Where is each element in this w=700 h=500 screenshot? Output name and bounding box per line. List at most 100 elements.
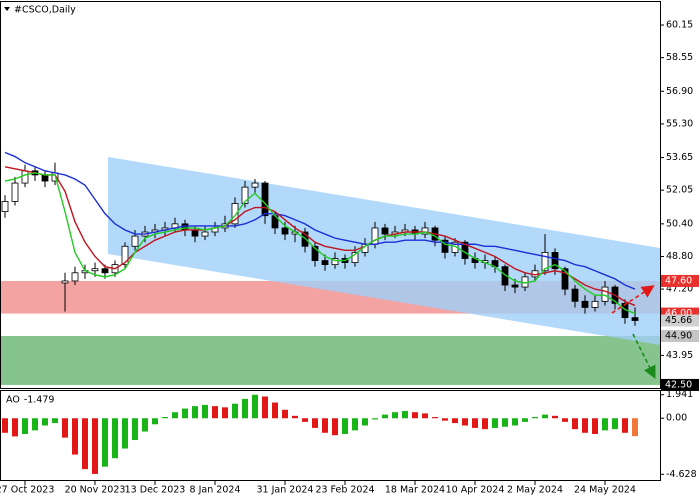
level-tag (661, 314, 699, 327)
y-tick-label: 60.15 (666, 20, 693, 31)
moving-average (4, 172, 636, 315)
ao-bar (82, 418, 88, 470)
ao-bar (482, 418, 488, 430)
x-tick-label: 2 May 2024 (507, 485, 563, 496)
ao-bar (572, 418, 578, 430)
ao-bar (342, 418, 348, 434)
y-tick-label: 43.95 (666, 350, 693, 361)
ao-bar (562, 418, 568, 422)
ao-bar (442, 418, 448, 421)
candle-body (311, 245, 319, 261)
candle-body (1, 201, 9, 213)
ao-bar (102, 418, 108, 467)
menu-triangle (4, 7, 10, 11)
x-tick-label: 18 Mar 2024 (385, 485, 445, 496)
y-tick-label: 58.55 (666, 52, 693, 63)
candle-body (201, 231, 209, 237)
ao-bar (232, 403, 238, 419)
ao-bar (322, 418, 328, 433)
ao-bar (402, 410, 408, 419)
ao-bar (512, 418, 518, 426)
candle-body (101, 268, 109, 274)
candle-body (261, 182, 269, 217)
ao-bar (532, 417, 538, 419)
ao-bar (632, 418, 638, 437)
x-tick-label: 27 Oct 2023 (0, 485, 54, 496)
ao-bar (162, 417, 168, 419)
ao-bar (292, 415, 298, 419)
candle-body (61, 280, 69, 284)
ao-bar (32, 418, 38, 431)
ao-bar (52, 418, 58, 424)
candle-body (591, 300, 599, 308)
up-arrow (611, 285, 655, 314)
candle-body (581, 300, 589, 308)
moving-average (4, 151, 636, 290)
y-tick-label: 56.90 (666, 86, 693, 97)
ao-bar (462, 418, 468, 426)
x-tick-label: 13 Dec 2023 (125, 485, 186, 496)
ao-bar (622, 418, 628, 433)
candle-body (601, 286, 609, 302)
y-tick-label: 50.40 (666, 218, 693, 229)
candle-body (571, 288, 579, 302)
candle-body (301, 231, 309, 247)
candle-body (631, 317, 639, 321)
ao-bar (42, 418, 48, 426)
x-tick-label: 8 Jan 2024 (190, 485, 241, 496)
ao-bar (312, 418, 318, 428)
candle-body (21, 170, 29, 184)
ao-bar (92, 418, 98, 474)
ao-bar (272, 402, 278, 419)
axes: 60.15 58.55 56.90 55.30 53.65 52.05 50.40 48.80… (0, 20, 699, 496)
ao-bar (192, 406, 198, 419)
ao-bar (522, 418, 528, 422)
ao-bar (152, 418, 158, 425)
level-tag (661, 274, 699, 287)
candle-body (381, 227, 389, 235)
candle-body (91, 268, 99, 272)
candle-body (541, 252, 549, 272)
ao-bar (252, 394, 258, 419)
ao-bar (302, 418, 308, 422)
candle-body (71, 272, 79, 282)
y-tick-label: 0.00 (666, 413, 687, 424)
ao-bar (422, 413, 428, 419)
ao-bar (382, 414, 388, 419)
price-panel (1, 151, 660, 385)
y-tick-label: 1.941 (666, 389, 693, 400)
ao-bar (502, 418, 508, 427)
level-tag (661, 378, 699, 391)
ao-bar (212, 406, 218, 419)
ao-bar (362, 418, 368, 426)
level-label: 44.90 (665, 331, 692, 342)
level-label: 47.60 (665, 275, 692, 286)
ao-bar (222, 407, 228, 419)
y-tick-label: 53.65 (666, 152, 693, 163)
ao-bar (142, 418, 148, 432)
x-tick-label: 20 Nov 2023 (65, 485, 126, 496)
x-tick-label: 31 Jan 2024 (257, 485, 314, 496)
ao-bar (62, 418, 68, 438)
ao-bar (352, 418, 358, 431)
price-channel (108, 157, 660, 345)
ao-bar (2, 418, 8, 433)
ao-bar (552, 415, 558, 419)
candle-body (351, 252, 359, 263)
ao-panel (2, 394, 638, 474)
candle-body (241, 186, 249, 204)
candle-body (421, 227, 429, 235)
ao-bar (132, 418, 138, 441)
candle-body (551, 252, 559, 270)
candle-body (131, 235, 139, 247)
ao-bar (392, 412, 398, 419)
x-tick-label: 10 Apr 2024 (446, 485, 505, 496)
level-label: 46.00 (665, 308, 692, 319)
ao-bar (332, 418, 338, 436)
candle-body (41, 174, 49, 182)
ao-value: -1.479 (24, 395, 55, 406)
candle-body (441, 239, 449, 253)
ao-bar (172, 412, 178, 419)
